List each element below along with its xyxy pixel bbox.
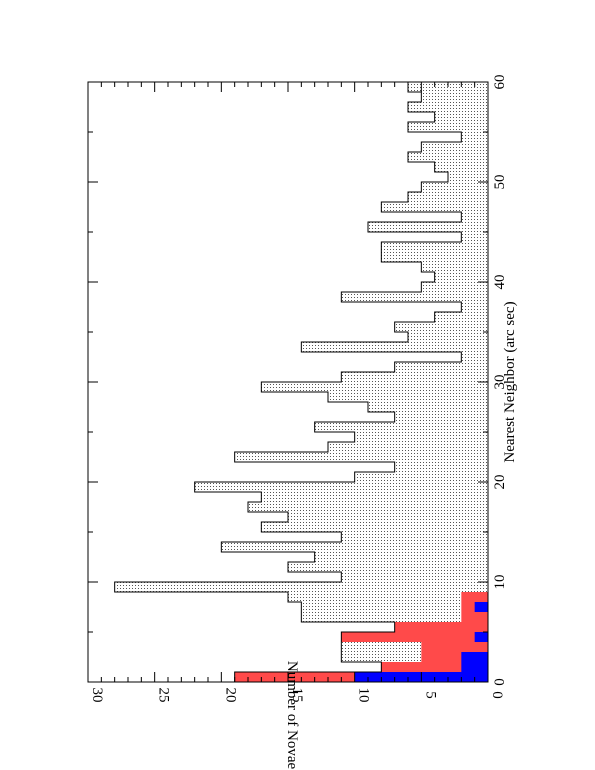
bar-gray-6 (301, 612, 488, 622)
bar-red-8 (461, 592, 488, 602)
bar-gray-41 (421, 262, 488, 272)
bar-gray-21 (394, 462, 488, 472)
bar-red-3 (421, 642, 488, 652)
x-tick-label-60: 60 (492, 75, 508, 90)
bar-gray-3 (341, 642, 488, 652)
y-tick-label-30: 30 (89, 688, 105, 703)
y-axis-label: Number of Novae (284, 661, 300, 770)
bar-gray-40 (434, 272, 488, 282)
bar-blue-7 (474, 602, 488, 612)
bar-gray-9 (114, 582, 489, 592)
bar-red-2 (421, 652, 488, 662)
bar-red-1 (381, 662, 488, 672)
bar-gray-49 (421, 182, 488, 192)
series-gray-outline (114, 81, 488, 683)
bar-gray-47 (381, 202, 488, 212)
bar-gray-54 (461, 132, 488, 142)
bar-gray-14 (341, 532, 488, 542)
bar-gray-36 (434, 312, 488, 322)
bar-gray-50 (448, 172, 488, 182)
bar-gray-32 (461, 352, 488, 362)
bar-gray-27 (368, 402, 488, 412)
bar-gray-8 (288, 592, 488, 602)
bar-blue-2 (461, 652, 488, 662)
bar-gray-38 (341, 292, 488, 302)
y-tick-label-15: 15 (289, 688, 305, 703)
series-gray-outline-path (114, 81, 488, 683)
bar-gray-12 (314, 552, 488, 562)
y-tick-label-25: 25 (156, 688, 172, 703)
y-tick-label-0: 0 (489, 691, 505, 699)
bar-gray-10 (341, 572, 488, 582)
bar-gray-25 (314, 422, 488, 432)
bar-gray-17 (248, 502, 488, 512)
bar-gray-42 (381, 252, 488, 262)
bar-gray-24 (354, 432, 488, 442)
tick-labels: 0 10 20 30 40 50 60 0 5 10 15 20 25 30 (89, 75, 508, 703)
bar-gray-53 (421, 142, 488, 152)
bar-gray-28 (328, 392, 488, 402)
bar-gray-35 (394, 322, 488, 332)
x-tick-label-40: 40 (492, 275, 508, 290)
bar-gray-15 (261, 522, 488, 532)
x-axis-label: Nearest Neighbor (arc sec) (502, 301, 518, 462)
bar-gray-34 (408, 332, 488, 342)
bar-gray-20 (354, 472, 488, 482)
bar-gray-22 (234, 452, 488, 462)
bar-gray-44 (461, 232, 488, 242)
x-tick-label-0: 0 (492, 678, 508, 686)
bar-gray-13 (221, 542, 489, 552)
bar-gray-29 (261, 382, 488, 392)
bar-gray-33 (301, 342, 488, 352)
x-tick-label-10: 10 (492, 575, 508, 590)
bar-gray-2 (341, 652, 488, 662)
bar-gray-51 (434, 162, 488, 172)
bar-blue-1 (461, 662, 488, 672)
bar-gray-7 (301, 602, 488, 612)
bar-gray-26 (394, 412, 488, 422)
bar-gray-48 (408, 192, 488, 202)
x-tick-label-50: 50 (492, 175, 508, 190)
bar-gray-58 (421, 92, 488, 102)
bar-gray-16 (288, 512, 488, 522)
bar-red-6 (461, 612, 488, 622)
y-tick-label-10: 10 (356, 688, 372, 703)
x-tick-label-20: 20 (492, 475, 508, 490)
bar-gray-19 (194, 482, 488, 492)
bar-gray-45 (368, 222, 488, 232)
bar-blue-4 (474, 632, 488, 642)
bar-gray-46 (461, 212, 488, 222)
bar-gray-43 (381, 242, 488, 252)
bar-gray-23 (328, 442, 488, 452)
bar-gray-37 (461, 302, 488, 312)
bar-gray-39 (421, 282, 488, 292)
bar-gray-18 (261, 492, 488, 502)
bar-gray-56 (434, 112, 488, 122)
bar-red-5 (394, 622, 488, 632)
bar-gray-55 (408, 122, 488, 132)
bar-red-4 (341, 632, 488, 642)
y-tick-label-20: 20 (222, 688, 238, 703)
bar-gray-31 (394, 362, 488, 372)
bar-gray-57 (408, 102, 488, 112)
axis-ticks (87, 81, 489, 683)
x-tick-label-30: 30 (492, 375, 508, 390)
bar-gray-11 (288, 562, 488, 572)
y-tick-label-5: 5 (422, 691, 438, 699)
bar-gray-52 (408, 152, 488, 162)
bar-gray-30 (341, 372, 488, 382)
